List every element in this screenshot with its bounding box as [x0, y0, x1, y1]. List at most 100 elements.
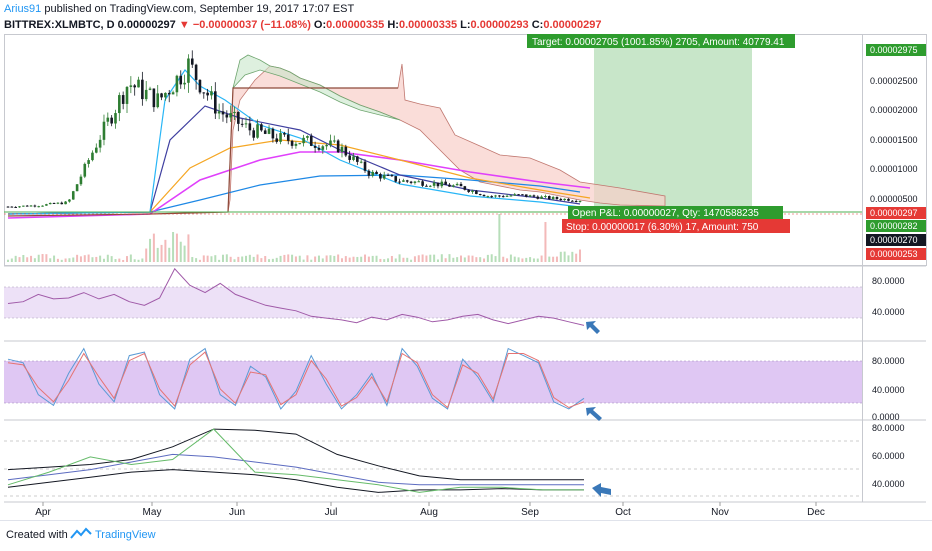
volume-bar	[371, 255, 374, 262]
candle-body	[167, 92, 171, 95]
volume-bar	[356, 256, 359, 262]
volume-bar	[145, 248, 148, 262]
candle-body	[452, 185, 455, 187]
volume-bar	[421, 254, 424, 262]
candle-body	[313, 145, 317, 148]
volume-bar	[225, 254, 228, 262]
pane-frames	[4, 34, 927, 503]
candle-body	[455, 183, 459, 186]
volume-bar	[10, 258, 13, 262]
price-tags: 0.00002975 0.00000297 0.00000282 0.00000…	[866, 44, 926, 260]
close-label: C:	[531, 19, 544, 31]
volume-bar	[245, 255, 248, 262]
volume-bar	[53, 255, 56, 262]
candle-body	[571, 200, 574, 202]
candle-body	[440, 181, 444, 187]
volume-bar	[195, 258, 198, 262]
author-link[interactable]: Arius91	[4, 3, 42, 15]
candle-body	[48, 202, 52, 205]
candle-body	[14, 206, 17, 208]
rsi-tick: 80.0000	[872, 276, 905, 286]
volume-bar	[302, 259, 305, 262]
volume-bar	[344, 256, 347, 262]
volume-bar	[287, 254, 290, 262]
candle-body	[179, 75, 183, 85]
x-tick-label: Nov	[711, 507, 729, 518]
volume-bar	[398, 254, 401, 262]
candle-body	[375, 171, 378, 174]
candle-body	[486, 196, 490, 198]
candle-body	[164, 92, 167, 98]
candle-body	[202, 92, 206, 94]
volume-bar	[306, 255, 309, 262]
volume-bar	[241, 256, 244, 262]
close-value: 0.00000297	[543, 19, 602, 31]
volume-bar	[333, 255, 336, 262]
volume-bar	[149, 238, 152, 262]
candle-body	[214, 91, 217, 114]
candle-body	[221, 111, 225, 115]
volume-bar	[444, 258, 447, 262]
price-tick: 0.00002500	[870, 76, 918, 86]
volume-bar	[567, 255, 570, 262]
volume-bar	[210, 256, 213, 262]
candle-body	[25, 205, 29, 207]
volume-bar	[156, 247, 159, 262]
candle-body	[121, 95, 125, 104]
candle-body	[152, 88, 156, 108]
down-triangle-icon: ▼	[178, 19, 190, 31]
volume-bar	[544, 222, 547, 262]
volume-bars	[7, 214, 581, 262]
volume-bar	[310, 259, 313, 262]
candle-body	[133, 85, 136, 88]
volume-bar	[563, 251, 566, 262]
x-tick-label: Aug	[420, 507, 438, 518]
candle-body	[118, 95, 121, 114]
volume-bar	[440, 254, 443, 262]
volume-bar	[91, 257, 94, 262]
volume-bar	[141, 258, 144, 262]
stop-annotation: Stop: 0.00000017 (6.30%) 17, Amount: 750	[562, 219, 790, 233]
x-tick-label: Dec	[807, 507, 825, 518]
candle-body	[233, 111, 236, 114]
volume-bar	[502, 256, 505, 262]
volume-bar	[271, 258, 274, 262]
volume-bar	[26, 257, 29, 262]
volume-bar	[452, 257, 455, 262]
rsi-line	[7, 267, 585, 326]
volume-bar	[375, 255, 378, 262]
candle-body	[482, 194, 486, 197]
candle-body	[125, 86, 129, 104]
candles	[6, 50, 582, 208]
candle-body	[524, 194, 528, 197]
volume-bar	[325, 255, 328, 262]
candle-body	[555, 196, 559, 199]
volume-bar	[214, 255, 217, 262]
volume-bar	[513, 256, 516, 262]
tradingview-logo-icon[interactable]	[70, 527, 92, 541]
volume-bar	[402, 257, 405, 262]
volume-bar	[329, 255, 332, 262]
volume-bar	[337, 254, 340, 262]
candle-body	[390, 175, 394, 177]
candle-body	[87, 160, 90, 164]
price-tag-green: 0.00000282	[870, 221, 918, 231]
volume-bar	[264, 256, 267, 262]
candle-body	[56, 202, 60, 204]
x-tick-label: Jun	[229, 507, 245, 518]
stoch-k-line	[7, 347, 585, 410]
candle-body	[559, 198, 563, 201]
candle-body	[237, 111, 240, 124]
candle-body	[309, 136, 313, 146]
volume-bar	[114, 259, 117, 262]
tradingview-link[interactable]: TradingView	[95, 529, 156, 541]
candle-body	[229, 113, 232, 118]
volume-bar	[118, 258, 121, 262]
candle-body	[64, 201, 67, 205]
volume-bar	[106, 254, 109, 262]
candle-body	[171, 92, 175, 95]
volume-bar	[198, 259, 201, 262]
stoch-tick: 80.0000	[872, 356, 905, 366]
candle-body	[75, 184, 79, 192]
volume-bar	[41, 254, 44, 262]
